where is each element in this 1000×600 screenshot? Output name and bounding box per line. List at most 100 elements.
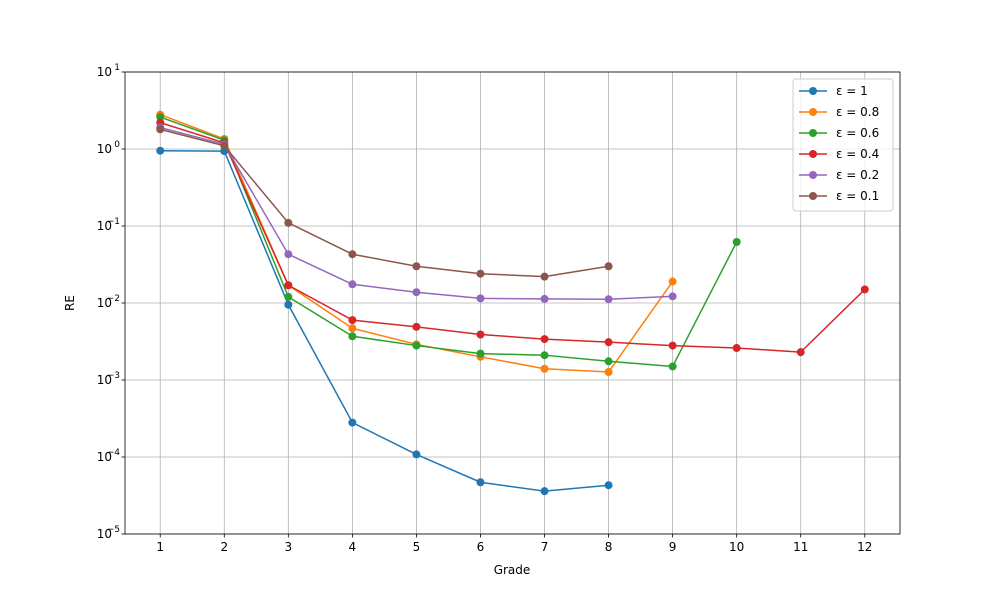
legend-item: ε = 0.4 xyxy=(799,147,879,161)
data-point xyxy=(604,295,613,304)
legend-label: ε = 0.8 xyxy=(836,105,879,119)
data-point xyxy=(348,316,357,325)
data-point xyxy=(604,481,613,490)
legend-item: ε = 1 xyxy=(799,84,868,98)
data-point xyxy=(796,348,805,357)
data-point xyxy=(156,146,165,155)
legend-swatch-marker xyxy=(809,192,817,200)
legend-item: ε = 0.1 xyxy=(799,189,879,203)
y-tick-label: 10 xyxy=(97,450,112,464)
data-point xyxy=(156,113,165,122)
data-point xyxy=(476,330,485,339)
data-point xyxy=(156,125,165,134)
legend-item: ε = 0.6 xyxy=(799,126,879,140)
data-point xyxy=(476,478,485,487)
legend-swatch-marker xyxy=(809,171,817,179)
y-tick-exponent: −5 xyxy=(107,525,120,535)
legend-label: ε = 0.4 xyxy=(836,147,879,161)
legend-swatch-marker xyxy=(809,87,817,95)
y-tick-label: 10 xyxy=(97,296,112,310)
legend-item: ε = 0.8 xyxy=(799,105,879,119)
data-point xyxy=(476,294,485,303)
data-point xyxy=(732,237,741,246)
data-point xyxy=(348,418,357,427)
y-tick-exponent: 1 xyxy=(114,63,120,73)
data-point xyxy=(604,262,613,271)
data-point xyxy=(668,362,677,371)
x-tick-label: 5 xyxy=(413,540,421,554)
data-point xyxy=(540,294,549,303)
data-point xyxy=(860,285,869,294)
data-point xyxy=(732,344,741,353)
y-tick-label: 10 xyxy=(97,219,112,233)
legend-swatch-marker xyxy=(809,129,817,137)
data-point xyxy=(284,300,293,309)
x-axis-title: Grade xyxy=(494,563,531,577)
data-point xyxy=(348,332,357,341)
x-tick-label: 9 xyxy=(669,540,677,554)
data-point xyxy=(476,349,485,358)
y-tick-exponent: −3 xyxy=(107,371,120,381)
series-line xyxy=(160,121,866,353)
data-point xyxy=(348,250,357,259)
x-tick-label: 3 xyxy=(285,540,293,554)
legend-label: ε = 0.1 xyxy=(836,189,879,203)
data-point xyxy=(604,357,613,366)
data-point xyxy=(540,351,549,360)
series-line xyxy=(160,128,609,278)
data-point xyxy=(284,281,293,290)
series-group xyxy=(156,146,613,496)
y-tick-exponent: −2 xyxy=(107,294,120,304)
data-point xyxy=(668,292,677,301)
x-tick-label: 10 xyxy=(729,540,744,554)
data-point xyxy=(284,218,293,227)
y-tick-label: 10 xyxy=(97,65,112,79)
x-tick-label: 7 xyxy=(541,540,549,554)
data-point xyxy=(412,322,421,331)
data-point xyxy=(284,250,293,259)
data-point xyxy=(284,292,293,301)
data-point xyxy=(412,341,421,350)
y-tick-exponent: 0 xyxy=(114,140,120,150)
data-point xyxy=(604,338,613,347)
series-layer xyxy=(156,110,869,496)
x-tick-label: 11 xyxy=(793,540,808,554)
y-tick-label: 10 xyxy=(97,527,112,541)
data-point xyxy=(220,141,229,150)
x-tick-label: 12 xyxy=(857,540,872,554)
data-point xyxy=(668,341,677,350)
data-point xyxy=(540,272,549,281)
x-tick-label: 4 xyxy=(349,540,357,554)
x-tick-label: 2 xyxy=(220,540,228,554)
data-point xyxy=(348,280,357,289)
y-tick-exponent: −4 xyxy=(107,448,121,458)
data-point xyxy=(348,324,357,333)
legend: ε = 1 ε = 0.8 ε = 0.6 ε = 0.4 ε = 0.2 ε = 0.1 xyxy=(792,78,894,212)
series-line xyxy=(159,116,738,368)
series-line xyxy=(160,149,609,492)
data-point xyxy=(540,487,549,496)
x-tick-label: 1 xyxy=(156,540,164,554)
legend-label: ε = 0.6 xyxy=(836,126,879,140)
legend-label: ε = 0.2 xyxy=(836,168,879,182)
y-tick-label: 10 xyxy=(97,142,112,156)
x-tick-label: 8 xyxy=(605,540,613,554)
x-tick-label: 6 xyxy=(477,540,485,554)
data-point xyxy=(540,364,549,373)
x-axis: 1 2 3 4 5 6 7 8 9 10 11 12 xyxy=(156,534,872,554)
data-point xyxy=(668,277,677,286)
data-point xyxy=(540,335,549,344)
data-point xyxy=(476,269,485,278)
legend-label: ε = 1 xyxy=(836,84,868,98)
data-point xyxy=(412,450,421,459)
y-tick-label: 10 xyxy=(97,373,112,387)
series-group xyxy=(156,125,613,281)
data-point xyxy=(604,368,613,377)
legend-swatch-marker xyxy=(809,150,817,158)
y-axis-title: RE xyxy=(63,295,77,311)
data-point xyxy=(412,288,421,297)
y-tick-exponent: −1 xyxy=(107,217,120,227)
legend-item: ε = 0.2 xyxy=(799,168,879,182)
